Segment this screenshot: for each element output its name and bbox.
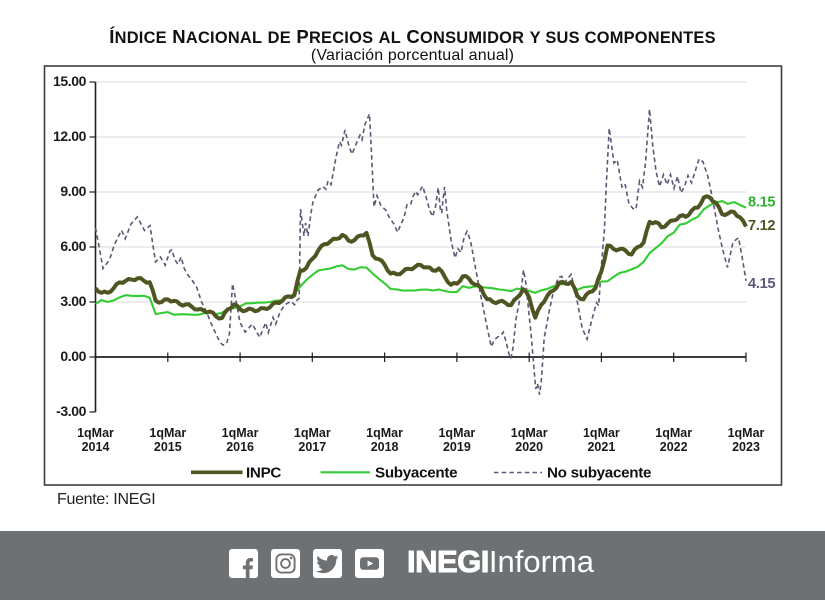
svg-text:2021: 2021 <box>587 440 615 454</box>
svg-text:2016: 2016 <box>226 440 254 454</box>
svg-text:INPC: INPC <box>246 465 281 482</box>
svg-text:2020: 2020 <box>515 440 543 454</box>
svg-text:1qMar: 1qMar <box>583 426 620 440</box>
svg-text:15.00: 15.00 <box>53 73 87 89</box>
svg-text:1qMar: 1qMar <box>366 426 403 440</box>
svg-text:2022: 2022 <box>660 440 688 454</box>
svg-text:Subyacente: Subyacente <box>375 465 457 482</box>
svg-text:2017: 2017 <box>298 440 326 454</box>
svg-text:No subyacente: No subyacente <box>547 465 651 482</box>
svg-text:1qMar: 1qMar <box>294 426 331 440</box>
svg-text:0.00: 0.00 <box>60 348 86 364</box>
svg-text:7.12: 7.12 <box>748 218 775 234</box>
svg-text:2015: 2015 <box>154 440 182 454</box>
svg-text:12.00: 12.00 <box>53 128 87 144</box>
svg-text:2023: 2023 <box>732 440 760 454</box>
svg-text:1qMar: 1qMar <box>149 426 186 440</box>
svg-text:1qMar: 1qMar <box>438 426 475 440</box>
svg-text:6.00: 6.00 <box>60 238 86 254</box>
svg-text:2018: 2018 <box>371 440 399 454</box>
svg-text:2014: 2014 <box>82 440 110 454</box>
svg-text:1qMar: 1qMar <box>655 426 692 440</box>
svg-text:1qMar: 1qMar <box>222 426 259 440</box>
svg-text:1qMar: 1qMar <box>511 426 548 440</box>
svg-text:8.15: 8.15 <box>748 195 775 211</box>
svg-text:1qMar: 1qMar <box>77 426 114 440</box>
svg-text:-3.00: -3.00 <box>56 403 87 419</box>
svg-text:2019: 2019 <box>443 440 471 454</box>
svg-text:4.15: 4.15 <box>748 276 775 292</box>
svg-text:1qMar: 1qMar <box>728 426 765 440</box>
svg-text:9.00: 9.00 <box>60 183 86 199</box>
svg-text:3.00: 3.00 <box>60 293 86 309</box>
